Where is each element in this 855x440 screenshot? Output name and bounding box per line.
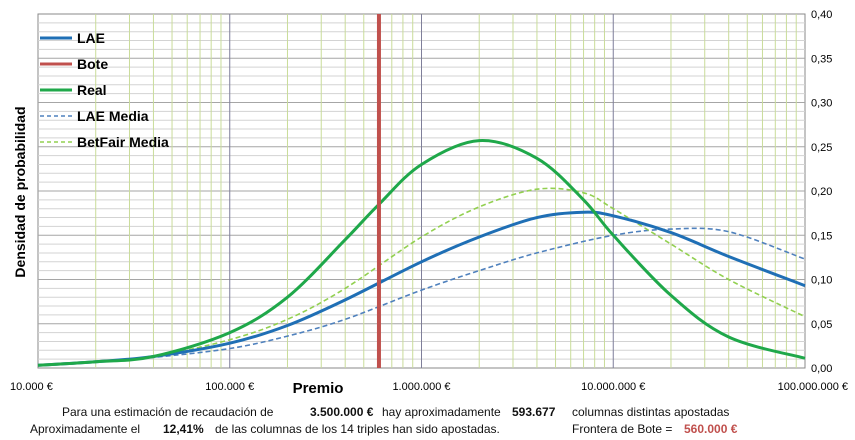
x-tick-label: 1.000.000 € [392,381,450,393]
legend-bote-label: Bote [77,56,108,72]
caption-recaudacion: 3.500.000 € [310,405,374,419]
x-tick-label: 100.000 € [205,381,254,393]
legend-betfair-media-label: BetFair Media [77,134,169,150]
legend-lae-label: LAE [77,30,105,46]
caption-frontera-label: Frontera de Bote = [572,422,673,436]
caption-line1-mid: hay aproximadamente [382,405,501,419]
x-tick-label: 10.000 € [10,381,53,393]
x-axis-label: Premio [293,380,344,397]
caption-porcentaje: 12,41% [163,422,204,436]
y-tick-label: 0,25 [811,142,832,154]
legend-real-label: Real [77,82,107,98]
x-tick-label: 10.000.000 € [581,381,645,393]
caption-frontera-value: 560.000 € [684,422,738,436]
y-tick-label: 0,15 [811,230,832,242]
series-real-line [37,139,806,367]
legend-lae-media-label: LAE Media [77,108,149,124]
y-tick-label: 0,20 [811,186,832,198]
probability-density-chart: 0,00 0,05 0,10 0,15 0,20 0,25 0,30 0,35 0,40 10.0… [10,9,848,397]
y-tick-label: 0,05 [811,319,832,331]
y-tick-label: 0,40 [811,9,832,21]
y-tick-label: 0,00 [811,363,832,375]
y-tick-label: 0,30 [811,98,832,110]
y-axis-label: Densidad de probabilidad [12,106,28,277]
caption-line2-mid: de las columnas de los 14 triples han si… [215,422,500,436]
caption-line1-suffix: columnas distintas apostadas [572,405,730,419]
caption-line1-prefix: Para una estimación de recaudación de [62,405,274,419]
caption-line2-prefix: Aproximadamente el [30,422,141,436]
caption-columnas: 593.677 [512,405,556,419]
y-tick-label: 0,10 [811,275,832,287]
y-tick-label: 0,35 [811,53,832,65]
x-tick-label: 100.000.000 € [778,381,848,393]
